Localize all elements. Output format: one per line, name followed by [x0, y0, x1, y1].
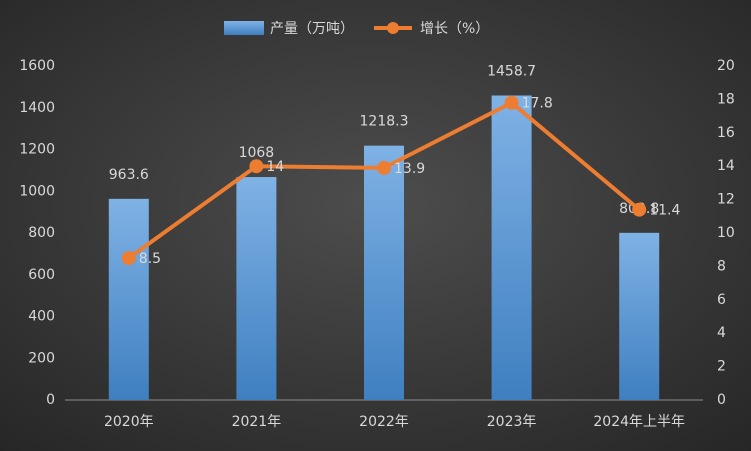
- line-value-label: 17.8: [522, 96, 553, 112]
- line-point: [632, 202, 647, 217]
- y2-tick-label: 4: [717, 325, 726, 341]
- y-tick-label: 400: [28, 309, 55, 325]
- legend-label: 增长（%）: [420, 21, 489, 37]
- x-tick-label: 2020年: [104, 414, 154, 430]
- y2-tick-label: 20: [717, 58, 735, 74]
- y-tick-label: 0: [46, 392, 55, 408]
- y2-tick-label: 12: [717, 192, 735, 208]
- y2-tick-label: 0: [717, 392, 726, 408]
- y2-tick-label: 14: [717, 158, 735, 174]
- bar: [491, 95, 532, 401]
- y-tick-label: 1600: [19, 58, 55, 74]
- x-tick-label: 2024年上半年: [593, 414, 685, 430]
- bar-value-label: 963.6: [109, 167, 149, 183]
- legend-label: 产量（万吨）: [270, 21, 354, 37]
- line-point: [504, 95, 519, 110]
- y-tick-label: 800: [28, 225, 55, 241]
- bar-value-label: 1068: [239, 145, 275, 161]
- y2-tick-label: 10: [717, 225, 735, 241]
- y2-tick-label: 8: [717, 258, 726, 274]
- line-point: [121, 251, 136, 266]
- line-point: [249, 159, 264, 174]
- line-value-label: 11.4: [649, 203, 680, 219]
- x-tick-label: 2023年: [487, 414, 537, 430]
- y-tick-label: 600: [28, 267, 55, 283]
- x-tick-label: 2021年: [232, 414, 282, 430]
- y2-tick-label: 6: [717, 292, 726, 308]
- bar: [108, 198, 149, 400]
- legend-swatch: [224, 21, 264, 35]
- bar: [236, 177, 277, 400]
- y-tick-label: 200: [28, 350, 55, 366]
- y-tick-label: 1000: [19, 183, 55, 199]
- line-value-label: 13.9: [394, 161, 425, 177]
- y-tick-label: 1400: [19, 100, 55, 116]
- line-point: [377, 160, 391, 175]
- x-tick-label: 2022年: [359, 414, 409, 430]
- bar: [619, 232, 660, 400]
- y-tick-label: 1200: [19, 142, 55, 158]
- legend-marker: [387, 22, 399, 34]
- bar: [364, 145, 404, 400]
- line-value-label: 8.5: [139, 251, 161, 267]
- y2-tick-label: 18: [717, 91, 735, 107]
- bar-value-label: 1458.7: [487, 63, 536, 79]
- line-value-label: 14: [266, 159, 284, 175]
- y2-tick-label: 2: [717, 359, 726, 375]
- y2-tick-label: 16: [717, 125, 735, 141]
- bar-value-label: 1218.3: [360, 114, 409, 130]
